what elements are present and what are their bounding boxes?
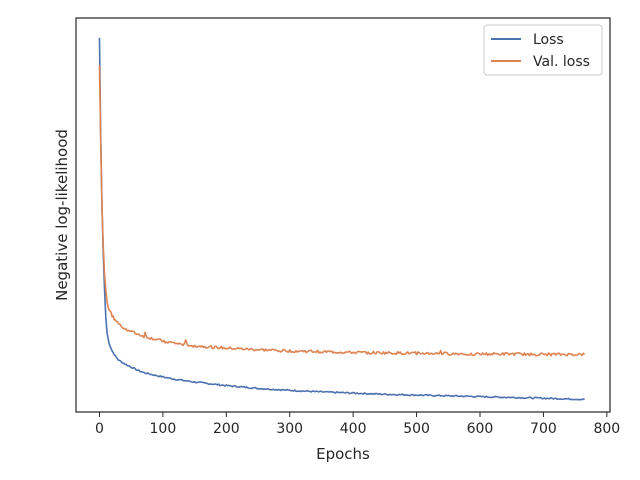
legend: Loss Val. loss [483,24,603,76]
legend-box [483,24,603,76]
x-tick-label: 800 [593,421,620,437]
legend-label-val-loss: Val. loss [533,54,590,70]
x-tick-label: 200 [213,421,240,437]
x-tick-label: 300 [276,421,303,437]
plot-background [76,18,610,412]
x-tick-label: 400 [340,421,367,437]
series-line-val-loss [98,65,586,357]
x-axis-label: Epochs [316,445,370,463]
legend-label-loss: Loss [533,32,564,48]
series-line-loss [98,37,585,401]
x-tick-label: 100 [150,421,177,437]
x-tick-label: 0 [95,421,104,437]
x-tick-label: 600 [467,421,494,437]
plot-frame [75,17,611,413]
x-tick-label: 700 [530,421,557,437]
y-axis-label: Negative log-likelihood [53,129,71,301]
x-tick-label: 500 [403,421,430,437]
series-layer [98,37,586,401]
x-axis-ticks: 0 100 200 300 400 500 600 700 800 [95,412,620,437]
